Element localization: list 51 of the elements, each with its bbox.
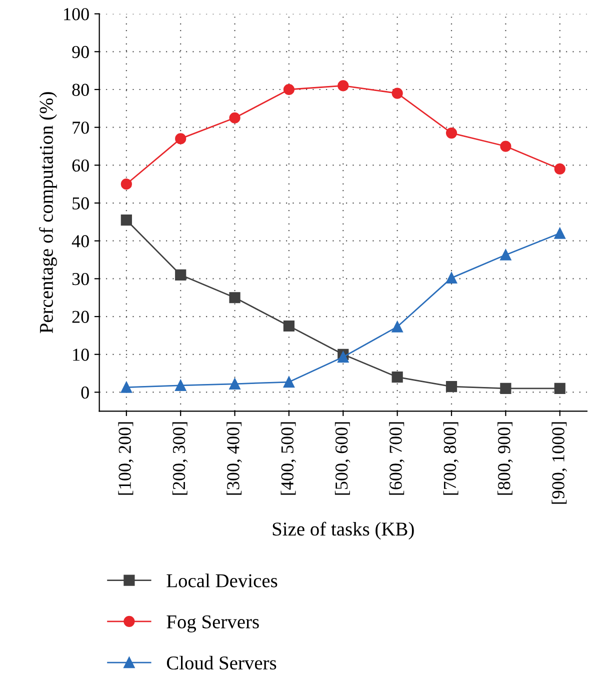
y-tick-label: 50 bbox=[72, 197, 89, 210]
x-tick-label: [900, 1000] bbox=[552, 422, 567, 504]
point bbox=[446, 272, 458, 284]
y-tick-label: 90 bbox=[72, 46, 89, 58]
point bbox=[229, 378, 240, 390]
y-tick-label: 20 bbox=[72, 310, 89, 323]
point bbox=[175, 380, 186, 391]
legend-label: Local Devices bbox=[166, 574, 278, 588]
point bbox=[554, 382, 566, 394]
point bbox=[229, 292, 240, 304]
y-tick-label: 80 bbox=[72, 84, 89, 96]
point bbox=[554, 163, 566, 175]
point bbox=[120, 178, 132, 190]
y-tick-label: 10 bbox=[73, 348, 89, 361]
point bbox=[283, 84, 295, 96]
x-tick-label: [300, 400] bbox=[226, 422, 242, 495]
point bbox=[554, 228, 566, 239]
x-tick-label: [700, 800] bbox=[443, 422, 459, 495]
point bbox=[229, 112, 240, 124]
point bbox=[446, 380, 458, 392]
point bbox=[500, 140, 512, 152]
point bbox=[446, 127, 458, 139]
y-tick-label: 70 bbox=[72, 122, 89, 134]
x-tick-label: [200, 300] bbox=[172, 422, 188, 495]
point bbox=[500, 249, 512, 260]
legend-label: Fog Servers bbox=[166, 615, 259, 632]
y-axis-title: Percentage of computation (%) bbox=[39, 92, 57, 334]
x-tick-label: [800, 900] bbox=[497, 422, 513, 495]
y-tick-label: 60 bbox=[72, 159, 89, 172]
point bbox=[392, 372, 403, 383]
x-axis-title: Size of tasks (KB) bbox=[272, 522, 414, 540]
point bbox=[120, 214, 132, 226]
point bbox=[338, 80, 349, 92]
x-tick-label: [100, 200] bbox=[118, 422, 134, 495]
y-tick-label: 0 bbox=[81, 386, 89, 399]
y-tick-label: 30 bbox=[72, 272, 89, 286]
y-tick-label: 100 bbox=[64, 8, 89, 20]
point bbox=[175, 269, 186, 280]
point bbox=[392, 321, 403, 332]
y-tick-label: 40 bbox=[72, 235, 89, 248]
legend-label: Cloud Servers bbox=[166, 656, 276, 670]
point bbox=[283, 376, 295, 388]
x-tick-label: [400, 500] bbox=[280, 422, 296, 495]
point bbox=[392, 88, 403, 99]
point bbox=[500, 382, 512, 394]
point bbox=[283, 320, 295, 332]
point bbox=[338, 351, 349, 363]
point bbox=[120, 382, 132, 393]
x-tick-label: [600, 700] bbox=[389, 422, 404, 495]
point bbox=[175, 133, 186, 144]
x-tick-label: [500, 600] bbox=[334, 422, 350, 495]
